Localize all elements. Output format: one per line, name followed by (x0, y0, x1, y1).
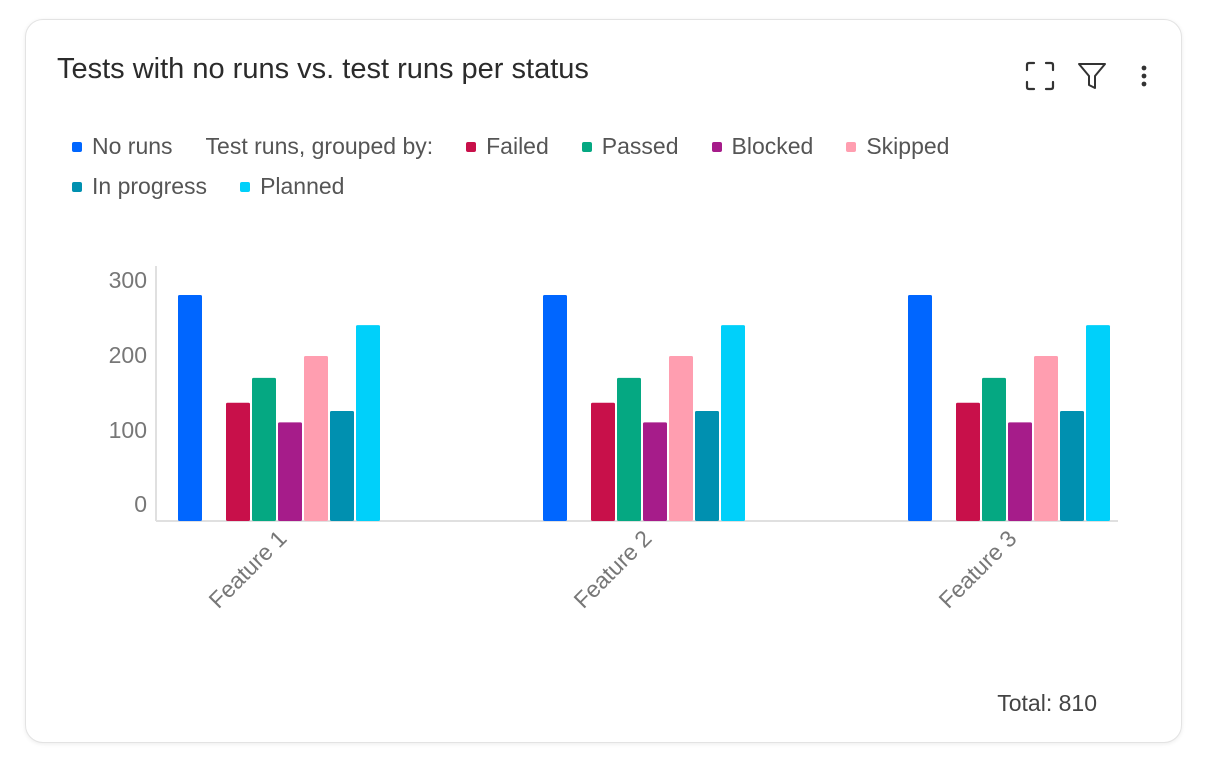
bar (617, 377, 641, 521)
bar (330, 411, 354, 521)
legend-swatch (72, 141, 82, 152)
legend-item-skipped[interactable]: Skipped (846, 133, 949, 160)
legend-label: No runs (92, 133, 173, 159)
widget-title: Tests with no runs vs. test runs per sta… (57, 53, 589, 85)
bar (982, 377, 1006, 521)
expand-icon[interactable] (1024, 60, 1056, 92)
bar (643, 422, 667, 521)
legend-label: Blocked (731, 133, 814, 159)
bar (956, 402, 980, 521)
legend-swatch (466, 141, 477, 152)
bar (178, 295, 202, 521)
legend-label: Skipped (866, 133, 950, 159)
bar (591, 402, 615, 521)
bar (226, 402, 250, 521)
x-tick-label: Feature 3 (934, 525, 1022, 613)
more-vertical-icon[interactable] (1128, 60, 1160, 92)
legend-label: Planned (260, 173, 345, 199)
bar (721, 325, 745, 521)
y-tick-label: 300 (109, 267, 147, 293)
y-tick-label: 200 (109, 342, 147, 368)
legend-swatch (711, 141, 722, 152)
bar (356, 325, 380, 521)
legend-item-planned[interactable]: Planned (240, 173, 344, 200)
bar (1060, 411, 1084, 521)
legend-swatch (846, 141, 857, 152)
legend-row-2: In progress Planned (72, 173, 377, 200)
bar (252, 377, 276, 521)
legend-item-failed[interactable]: Failed (466, 133, 549, 160)
bar (304, 356, 328, 521)
legend-item-passed[interactable]: Passed (581, 133, 679, 160)
bar (1034, 356, 1058, 521)
bar-chart: 0 100 200 300 Feature 1 Feature 2 Feature 3 (109, 266, 1118, 613)
x-tick-label: Feature 1 (204, 525, 292, 613)
legend-swatch (581, 141, 592, 152)
chart-widget-card: Tests with no runs vs. test runs per sta… (25, 19, 1182, 743)
bar (908, 295, 932, 521)
total-label: Total: 810 (997, 690, 1097, 716)
legend-swatch (240, 181, 251, 192)
bar (695, 411, 719, 521)
y-tick-label: 100 (109, 417, 147, 443)
bar (669, 356, 693, 521)
legend-row-1: No runs Test runs, grouped by: Failed Pa… (72, 133, 982, 160)
bar (543, 295, 567, 521)
y-tick-label: 0 (134, 491, 147, 517)
x-tick-label: Feature 2 (569, 525, 657, 613)
legend-swatch (72, 181, 82, 192)
legend-item-blocked[interactable]: Blocked (711, 133, 814, 160)
legend-label: In progress (92, 173, 208, 199)
legend-item-in-progress[interactable]: In progress (72, 173, 207, 200)
filter-icon[interactable] (1076, 60, 1108, 92)
legend-item-no-runs[interactable]: No runs (72, 133, 173, 160)
bar (1008, 422, 1032, 521)
legend-label: Passed (601, 133, 679, 159)
bar (278, 422, 302, 521)
legend-caption: Test runs, grouped by: (205, 133, 434, 159)
bar (1086, 325, 1110, 521)
legend-label: Failed (486, 133, 549, 159)
